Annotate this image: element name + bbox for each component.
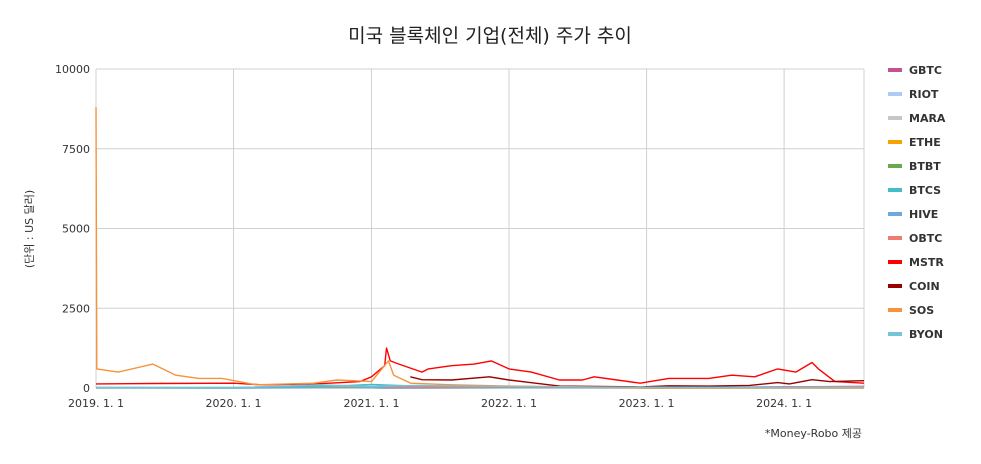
x-axis-ticks: 2019. 1. 1 2020. 1. 1 2021. 1. 1 2022. 1. 1… (68, 397, 812, 410)
legend: GBTC RIOT MARA ETHE BTBT BTCS HIVE OBTC MSTR COIN… (888, 64, 946, 341)
legend-swatch (888, 164, 902, 168)
source-note: *Money-Robo 제공 (765, 427, 862, 440)
legend-label: ETHE (909, 136, 941, 149)
legend-swatch (888, 260, 902, 264)
legend-label: RIOT (909, 88, 939, 101)
series-line-coin (410, 376, 865, 388)
series-line-byon (95, 384, 864, 389)
legend-swatch (888, 116, 902, 120)
legend-label: GBTC (909, 64, 942, 77)
y-tick-label: 2500 (62, 302, 90, 315)
legend-item-obtc: OBTC (888, 232, 942, 245)
legend-item-riot: RIOT (888, 88, 939, 101)
legend-item-btcs: BTCS (888, 184, 941, 197)
grid (95, 68, 865, 389)
legend-label: BTCS (909, 184, 941, 197)
series-line-mstr (95, 347, 865, 386)
legend-item-sos: SOS (888, 304, 934, 317)
legend-swatch (888, 68, 902, 72)
legend-item-ethe: ETHE (888, 136, 941, 149)
legend-item-hive: HIVE (888, 208, 938, 221)
legend-label: BTBT (909, 160, 941, 173)
legend-label: HIVE (909, 208, 938, 221)
x-tick-label: 2019. 1. 1 (68, 397, 124, 410)
x-tick-label: 2022. 1. 1 (481, 397, 537, 410)
series-line-sos (95, 107, 865, 389)
legend-item-mara: MARA (888, 112, 946, 125)
legend-swatch (888, 92, 902, 96)
legend-item-gbtc: GBTC (888, 64, 942, 77)
legend-swatch (888, 188, 902, 192)
legend-swatch (888, 284, 902, 288)
legend-item-mstr: MSTR (888, 256, 944, 269)
legend-label: SOS (909, 304, 934, 317)
x-tick-label: 2021. 1. 1 (343, 397, 399, 410)
plot-area (95, 107, 865, 389)
y-axis-ticks: 0 2500 5000 7500 10000 (55, 63, 90, 395)
legend-swatch (888, 212, 902, 216)
y-tick-label: 10000 (55, 63, 90, 76)
y-tick-label: 5000 (62, 223, 90, 236)
y-tick-label: 0 (83, 382, 90, 395)
legend-swatch (888, 308, 902, 312)
legend-swatch (888, 332, 902, 336)
legend-item-byon: BYON (888, 328, 943, 341)
legend-label: MARA (909, 112, 946, 125)
x-tick-label: 2020. 1. 1 (206, 397, 262, 410)
x-tick-label: 2024. 1. 1 (756, 397, 812, 410)
legend-item-coin: COIN (888, 280, 940, 293)
legend-label: BYON (909, 328, 943, 341)
y-axis-label: (단위 : US 달러) (23, 190, 36, 268)
chart-title: 미국 블록체인 기업(전체) 주가 추이 (348, 25, 632, 47)
legend-label: MSTR (909, 256, 944, 269)
legend-swatch (888, 236, 902, 240)
legend-swatch (888, 140, 902, 144)
x-tick-label: 2023. 1. 1 (619, 397, 675, 410)
legend-item-btbt: BTBT (888, 160, 941, 173)
y-tick-label: 7500 (62, 143, 90, 156)
legend-label: COIN (909, 280, 940, 293)
legend-label: OBTC (909, 232, 942, 245)
